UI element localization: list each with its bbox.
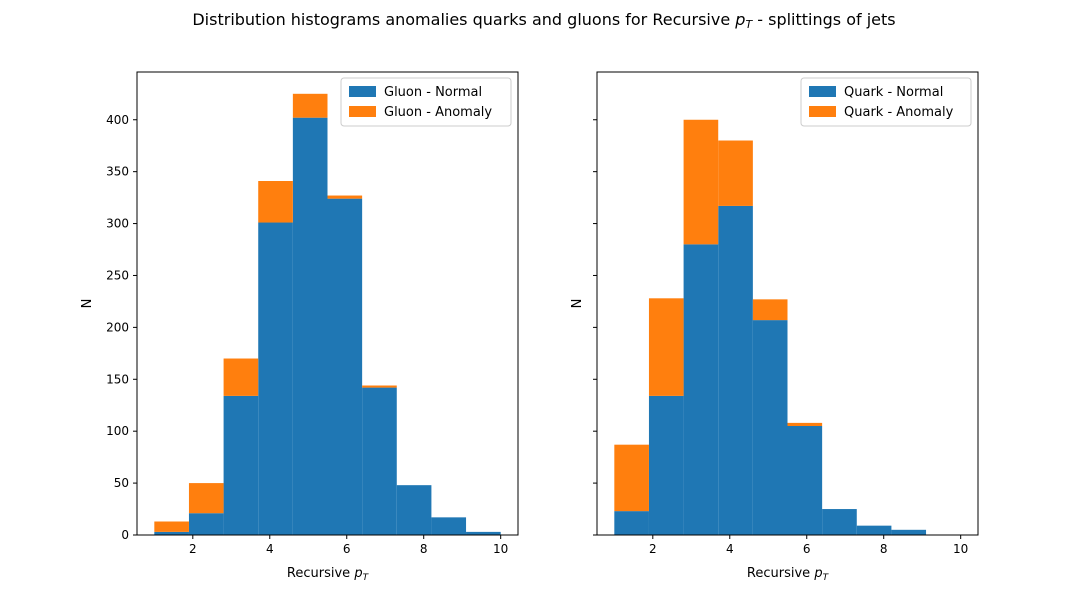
y-axis-label: N [570, 299, 585, 309]
bar [396, 485, 432, 535]
bar [154, 531, 189, 535]
x-tick-label: 6 [343, 542, 351, 556]
bar [362, 385, 397, 388]
bar [327, 195, 363, 199]
bar [431, 517, 467, 535]
axes-frame [136, 71, 519, 536]
series-quark-1 [614, 119, 823, 512]
legend-swatch [349, 106, 376, 117]
y-tick-label: 200 [106, 320, 129, 334]
bar [891, 529, 927, 535]
x-tick-label: 8 [420, 542, 428, 556]
axes-frame [596, 71, 979, 536]
x-tick-label: 2 [189, 542, 197, 556]
bar [258, 222, 293, 535]
bar [466, 531, 501, 535]
bar [752, 299, 788, 321]
y-tick-label: 250 [106, 268, 129, 282]
bar [223, 395, 259, 535]
x-tick-label: 2 [649, 542, 657, 556]
figure-title-math: p [735, 10, 746, 29]
y-tick-label: 50 [114, 476, 129, 490]
series-gluon-1 [154, 93, 397, 532]
legend-label: Gluon - Normal [384, 85, 482, 100]
x-tick-label: 10 [493, 542, 508, 556]
x-tick-label: 10 [953, 542, 968, 556]
legend-swatch [349, 86, 376, 97]
bar [683, 244, 719, 536]
bar [718, 140, 753, 206]
figure-title: Distribution histograms anomalies quarks… [0, 10, 1088, 31]
bar [856, 525, 892, 535]
bar [292, 117, 328, 536]
chart-panel-gluon: 2 4 6 8 10050100150200250300350400Recursive … [80, 71, 519, 583]
bar [223, 358, 259, 396]
legend-label: Quark - Normal [844, 85, 943, 100]
bar [154, 521, 189, 532]
y-tick-label: 100 [106, 424, 129, 438]
bar [327, 198, 363, 536]
bar [683, 119, 719, 245]
y-tick-label: 350 [106, 165, 129, 179]
x-tick-label: 4 [726, 542, 734, 556]
series-quark-0 [614, 205, 927, 536]
figure-title-text: Distribution histograms anomalies quarks… [192, 10, 736, 29]
bar [752, 320, 788, 535]
legend-swatch [809, 86, 836, 97]
figure-title-math-sub: T [745, 18, 753, 31]
y-tick-label: 0 [121, 528, 129, 542]
bar [787, 425, 823, 535]
x-tick-label: 8 [880, 542, 888, 556]
y-tick-label: 400 [106, 113, 129, 127]
bar [718, 205, 753, 535]
x-axis-label: Recursive pT [747, 566, 830, 583]
legend: Gluon - Normal Gluon - Anomaly [340, 77, 512, 127]
bar [188, 513, 224, 535]
x-tick-label: 6 [803, 542, 811, 556]
bar [188, 483, 224, 514]
bar [614, 444, 649, 512]
bar [648, 395, 684, 535]
bar [614, 511, 649, 535]
y-axis-label: N [80, 299, 95, 309]
legend-label: Quark - Anomaly [844, 105, 954, 120]
bar [258, 181, 293, 223]
bar [362, 387, 397, 535]
x-tick-label: 4 [266, 542, 274, 556]
legend-box [340, 77, 512, 127]
x-axis-label: Recursive pT [287, 566, 370, 583]
figure-title-suffix: - splittings of jets [752, 10, 896, 29]
bar [822, 509, 857, 535]
legend-label: Gluon - Anomaly [384, 105, 492, 120]
legend-swatch [809, 106, 836, 117]
bar [787, 422, 823, 426]
bar [648, 298, 684, 396]
y-tick-label: 150 [106, 372, 129, 386]
legend: Quark - Normal Quark - Anomaly [800, 77, 972, 127]
legend-box [800, 77, 972, 127]
bar [292, 93, 328, 118]
y-tick-label: 300 [106, 217, 129, 231]
series-gluon-0 [154, 117, 501, 536]
